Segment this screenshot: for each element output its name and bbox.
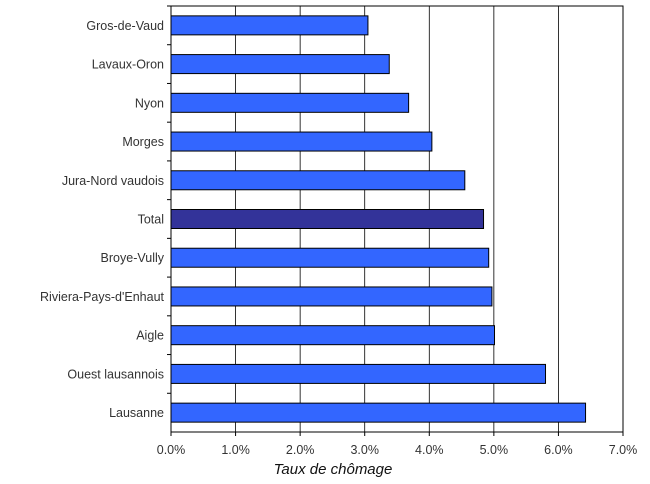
category-label: Gros-de-Vaud bbox=[86, 19, 164, 33]
category-label: Morges bbox=[122, 135, 164, 149]
x-tick-label: 7.0% bbox=[609, 443, 638, 457]
category-label: Broye-Vully bbox=[101, 251, 165, 265]
plot-frame bbox=[167, 5, 624, 436]
x-tick-label: 3.0% bbox=[350, 443, 379, 457]
bar-riviera-pays-d-enhaut bbox=[170, 286, 493, 307]
category-label: Lavaux-Oron bbox=[92, 58, 164, 72]
x-tick-label: 2.0% bbox=[286, 443, 315, 457]
x-tick-labels: 0.0% 1.0% 2.0% 3.0% 4.0% 5.0% 6.0% 7.0% bbox=[157, 443, 638, 457]
bar-morges bbox=[170, 131, 433, 152]
bar-total bbox=[170, 209, 485, 229]
category-label: Lausanne bbox=[109, 406, 164, 420]
category-label: Nyon bbox=[135, 96, 164, 110]
plot-border bbox=[170, 5, 624, 433]
category-labels: Gros-de-Vaud Lavaux-Oron Nyon Morges Jura-No… bbox=[40, 19, 165, 420]
x-tick-label: 1.0% bbox=[221, 443, 250, 457]
x-tick-label: 4.0% bbox=[415, 443, 444, 457]
x-tick-label: 5.0% bbox=[480, 443, 509, 457]
category-label: Total bbox=[138, 213, 164, 227]
bar-aigle bbox=[170, 325, 496, 346]
category-label: Jura-Nord vaudois bbox=[62, 174, 164, 188]
x-tick-label: 0.0% bbox=[157, 443, 186, 457]
bar-jura-nord-vaudois bbox=[170, 170, 466, 191]
category-label: Riviera-Pays-d'Enhaut bbox=[40, 290, 164, 304]
x-tick-label: 6.0% bbox=[544, 443, 573, 457]
bar-nyon bbox=[170, 92, 410, 113]
bar-lausanne bbox=[170, 402, 587, 423]
category-label: Aigle bbox=[136, 329, 164, 343]
bar-broye-vully bbox=[170, 247, 490, 268]
x-axis-title: Taux de chômage bbox=[274, 461, 393, 478]
bars bbox=[170, 15, 587, 423]
bar-gros-de-vaud bbox=[170, 15, 369, 36]
category-label: Ouest lausannois bbox=[67, 367, 164, 381]
bar-ouest-lausannois bbox=[170, 363, 547, 384]
bar-lavaux-oron bbox=[170, 54, 390, 75]
